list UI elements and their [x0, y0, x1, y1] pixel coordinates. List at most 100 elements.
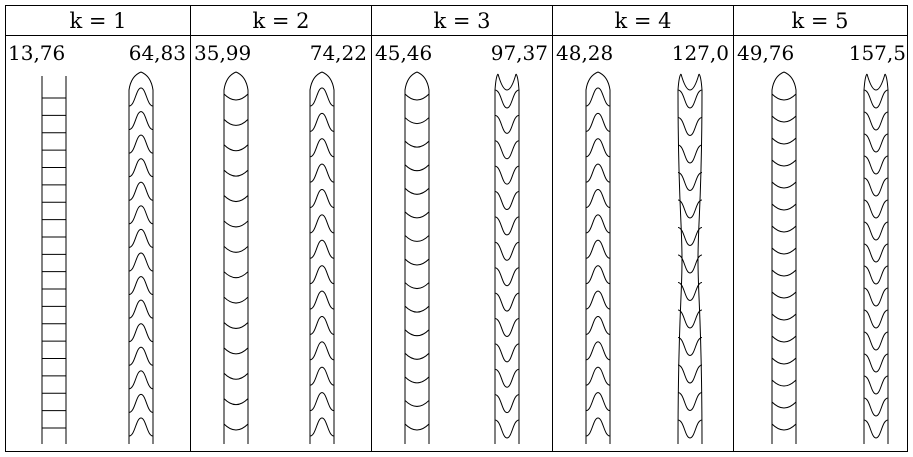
nodal-line [404, 164, 430, 172]
nodal-line [863, 397, 889, 417]
nodal-line [223, 296, 249, 304]
shell-crown [866, 73, 886, 91]
frequency-value: 64,83 [129, 41, 186, 65]
nodal-line [677, 89, 703, 109]
nodal-line [771, 357, 797, 365]
nodal-line [404, 282, 430, 290]
nodal-line [309, 290, 335, 310]
nodal-line [128, 87, 154, 107]
nodal-line [223, 144, 249, 152]
shell-edge [771, 71, 785, 444]
nodal-line [128, 417, 154, 437]
nodal-line [494, 343, 520, 363]
nodal-line [677, 309, 703, 329]
nodal-line [863, 265, 889, 285]
nodal-line [863, 111, 889, 131]
nodal-line [677, 199, 703, 219]
nodal-line [223, 372, 249, 380]
nodal-line [404, 93, 430, 101]
shell-edge [404, 71, 418, 444]
nodal-line [585, 239, 611, 259]
nodal-line [677, 282, 703, 302]
nodal-line [771, 291, 797, 299]
nodal-line [494, 114, 520, 134]
nodal-line [585, 290, 611, 310]
nodal-line [771, 335, 797, 343]
shell-crown [680, 73, 700, 91]
nodal-line [404, 400, 430, 407]
nodal-line [128, 228, 154, 248]
nodal-line [585, 417, 611, 437]
nodal-line [771, 203, 797, 211]
shell-edge [128, 71, 142, 444]
nodal-line [223, 119, 249, 126]
nodal-line [585, 87, 611, 107]
nodal-line [128, 276, 154, 296]
nodal-line [128, 299, 154, 319]
shell-edge [416, 71, 430, 444]
nodal-line [863, 89, 889, 109]
k-label: k = 4 [614, 9, 671, 33]
nodal-line [585, 341, 611, 361]
nodal-line [771, 313, 797, 321]
nodal-line [309, 112, 335, 132]
nodal-line [494, 267, 520, 287]
frequency-value: 97,37 [491, 41, 548, 65]
nodal-line [404, 235, 430, 242]
nodal-line [771, 379, 797, 387]
shell-edge [309, 71, 323, 444]
nodal-line [494, 216, 520, 236]
nodal-line [223, 322, 249, 329]
nodal-line [863, 199, 889, 219]
nodal-line [585, 138, 611, 158]
nodal-line [494, 140, 520, 160]
nodal-line [494, 191, 520, 211]
nodal-line [404, 329, 430, 337]
nodal-line [585, 163, 611, 183]
nodal-line [309, 417, 335, 437]
nodal-line [771, 247, 797, 255]
k-label: k = 1 [69, 9, 126, 33]
nodal-line [223, 398, 249, 406]
nodal-line [585, 214, 611, 234]
nodal-line [128, 111, 154, 131]
nodal-line [771, 115, 797, 123]
nodal-line [494, 317, 520, 337]
nodal-line [223, 195, 249, 203]
nodal-line [309, 392, 335, 412]
nodal-line [585, 112, 611, 132]
k-label: k = 3 [433, 9, 490, 33]
nodal-line [128, 346, 154, 366]
nodal-line [771, 401, 797, 409]
nodal-line [309, 87, 335, 107]
nodal-line [771, 159, 797, 167]
nodal-line [863, 243, 889, 263]
nodal-line [404, 140, 430, 148]
shell-edge [697, 73, 703, 445]
nodal-line [771, 137, 797, 145]
nodal-line [404, 117, 430, 125]
nodal-line [863, 155, 889, 175]
nodal-line [309, 341, 335, 361]
nodal-line [677, 117, 703, 137]
nodal-line [128, 158, 154, 178]
frequency-value: 35,99 [194, 41, 251, 65]
nodal-line [404, 376, 430, 384]
nodal-line [863, 221, 889, 241]
nodal-line [404, 305, 430, 313]
shell-edge [140, 71, 154, 444]
shell-edge [494, 73, 499, 444]
nodal-line [128, 134, 154, 154]
nodal-line [863, 419, 889, 439]
shell-edge [597, 71, 611, 444]
nodal-line [128, 205, 154, 225]
nodal-line [677, 419, 703, 439]
nodal-line [223, 93, 249, 101]
nodal-line [494, 368, 520, 388]
frequency-value: 74,22 [310, 41, 367, 65]
nodal-line [128, 393, 154, 413]
frequency-value: 45,46 [375, 41, 432, 65]
nodal-line [771, 269, 797, 277]
nodal-line [223, 220, 249, 228]
